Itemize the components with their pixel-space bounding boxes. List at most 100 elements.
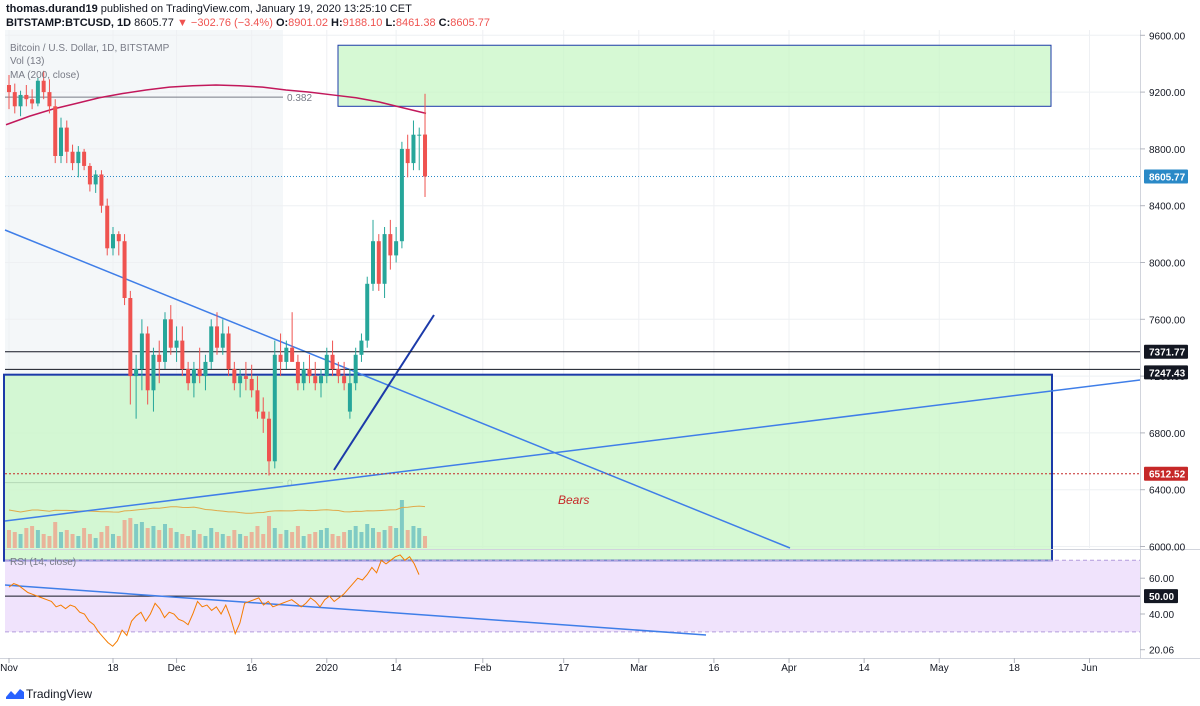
candle-body [238,376,243,384]
volume-bar [394,528,399,548]
volume-bar [243,536,248,548]
volume-bar [64,530,69,548]
candle-body [284,347,289,362]
volume-bar [93,538,98,548]
candle-body [267,418,272,462]
volume-bar [249,532,254,548]
volume-bar [411,526,416,548]
volume-bar [267,516,272,548]
volume-bar [41,534,46,548]
time-tick-label: May [930,663,949,674]
volume-bar [168,528,173,548]
candle-body [405,148,410,164]
bears-annotation: Bears [558,493,589,507]
support-trendline [4,379,1141,522]
volume-bar [255,526,260,548]
volume-bar [220,534,225,548]
price-label-text: 6512.52 [1149,470,1186,481]
candle-body [313,376,318,384]
footer-brand[interactable]: TradingView [26,687,93,701]
price-axis: 6000.006400.006800.007200.007600.008000.… [1140,30,1188,658]
candle-body [272,354,277,462]
volume-bar [99,532,104,548]
price-tick-label: 8400.00 [1149,202,1186,213]
volume-bar [324,528,329,548]
symbol-quote-line: BITSTAMP:BTCUSD, 1D 8605.77 ▼ −302.76 (−… [6,17,490,29]
volume-bar [35,530,40,548]
rsi-line [8,554,420,647]
candle-body [180,340,185,369]
price-label-text: 7371.77 [1149,348,1186,359]
time-tick-label: 18 [1009,663,1021,674]
volume-bar [197,534,202,548]
candle-body [59,127,64,156]
candle-body [163,319,168,362]
volume-bar [24,528,29,548]
volume-bar [87,534,92,548]
candle-body [399,148,404,242]
open-value: 8901.02 [288,17,328,29]
candle-body [203,361,208,377]
price-tick-label: 6000.00 [1149,543,1186,554]
candle-body [336,369,341,377]
main-pane: 0.7860.6180.3820BearsBitcoin / U.S. Doll… [3,30,1141,562]
candle-body [53,106,58,156]
volume-bar [301,536,306,548]
close-label: C: [438,17,451,29]
chart-area[interactable]: 0.7860.6180.3820BearsBitcoin / U.S. Doll… [0,0,1200,681]
price-tick-label: 8800.00 [1149,145,1186,156]
high-value: 9188.10 [342,17,383,29]
price-tick-label: 6800.00 [1149,429,1186,440]
bears-support-zone [3,373,1053,562]
candle-body [243,376,248,379]
volume-bar [30,526,35,548]
volume-bar [209,528,214,548]
candle-body [371,241,376,284]
uptrend-line [333,314,435,471]
price-tick-label: 9600.00 [1149,31,1186,42]
time-tick-label: Jun [1081,663,1097,674]
volume-bar [116,536,121,548]
volume-bar [47,536,52,548]
candle-body [64,127,69,152]
candle-body [116,234,121,242]
candle-body [191,369,196,384]
candle-body [30,99,35,104]
price-label-box [1144,344,1188,359]
low-value: 8461.38 [395,17,436,29]
downtrend-line [4,229,791,549]
volume-ma-line [8,505,426,514]
time-tick-label: 2020 [316,663,339,674]
candle-body [41,80,46,93]
rsi-pane: RSI (14, close) [4,549,1200,647]
volume-bar [111,534,116,548]
time-tick-label: Feb [474,663,492,674]
candle-body [353,354,358,384]
candle-body [417,134,422,136]
publisher-name[interactable]: thomas.durand19 [6,3,98,15]
volume-bar [388,526,393,548]
candle-body [111,234,116,249]
price-tick-label: 7600.00 [1149,315,1186,326]
candle-body [376,241,381,284]
volume-bar [313,532,318,548]
volume-bar [295,526,300,548]
volume-bar [307,534,312,548]
candle-body [347,383,352,412]
high-label: H: [331,17,343,29]
candle-body [255,390,260,412]
candle-body [93,174,98,185]
candle-body [261,411,266,419]
volume-bar [105,526,110,548]
volume-bar [157,530,162,548]
volume-bar [134,524,139,548]
volume-bar [330,534,335,548]
price-label-text: 7247.43 [1149,368,1186,379]
rsi-trendline [4,584,707,636]
candle-body [99,174,104,206]
down-arrow-icon: ▼ [176,17,188,29]
volume-bar [18,534,23,548]
candle-body [128,298,133,377]
candle-body [388,234,393,256]
candle-body [82,151,87,166]
